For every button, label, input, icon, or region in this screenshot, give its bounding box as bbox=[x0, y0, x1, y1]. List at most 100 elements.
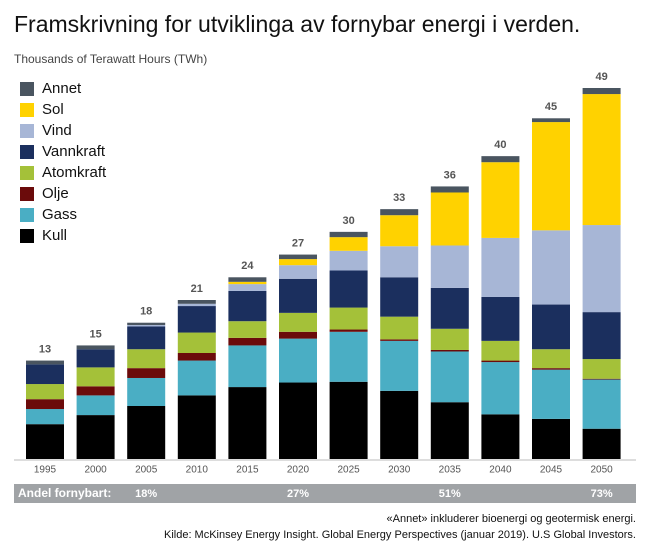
bar-segment bbox=[481, 237, 520, 297]
bar-segment bbox=[532, 122, 570, 231]
bar-segment bbox=[532, 304, 570, 350]
bar-segment bbox=[279, 265, 317, 279]
x-tick-label: 2025 bbox=[337, 465, 360, 476]
bar-segment bbox=[177, 332, 216, 353]
total-label: 45 bbox=[545, 101, 557, 113]
total-label: 40 bbox=[494, 139, 506, 151]
legend-swatch bbox=[20, 103, 34, 117]
bar-segment bbox=[127, 368, 166, 378]
total-label: 36 bbox=[444, 169, 456, 181]
bar-segment bbox=[481, 360, 520, 363]
bar-segment bbox=[582, 312, 621, 360]
x-tick-label: 2010 bbox=[186, 465, 209, 476]
total-label: 33 bbox=[393, 192, 405, 204]
bar-segment bbox=[279, 278, 317, 313]
bar-segment bbox=[380, 339, 419, 341]
bar-segment bbox=[228, 337, 267, 346]
x-tick-label: 2020 bbox=[287, 465, 310, 476]
bar-segment bbox=[26, 399, 64, 410]
legend-swatch bbox=[20, 208, 34, 222]
bar-segment bbox=[380, 316, 419, 340]
bar-segment bbox=[582, 88, 621, 95]
bar-segment bbox=[228, 281, 267, 285]
note: «Annet» inkluderer bioenergi og geotermi… bbox=[387, 513, 637, 525]
total-label: 21 bbox=[191, 283, 203, 295]
bar-segment bbox=[582, 225, 621, 313]
total-label: 24 bbox=[241, 260, 254, 272]
bar-segment bbox=[279, 254, 317, 260]
bar-segment bbox=[76, 386, 115, 396]
bar-segment bbox=[380, 390, 419, 459]
bar-segment bbox=[532, 368, 570, 370]
total-label: 18 bbox=[140, 306, 152, 318]
legend-swatch bbox=[20, 229, 34, 243]
legend-label: Kull bbox=[42, 227, 67, 244]
legend-swatch bbox=[20, 187, 34, 201]
bar-segment bbox=[177, 360, 216, 396]
bar-segment bbox=[26, 424, 64, 459]
bar-segment bbox=[582, 428, 621, 459]
chart-subtitle: Thousands of Terawatt Hours (TWh) bbox=[14, 52, 207, 66]
bar-segment bbox=[76, 415, 115, 459]
share-value: 73% bbox=[591, 488, 613, 500]
share-label: Andel fornybart: bbox=[18, 486, 111, 500]
total-label: 30 bbox=[342, 215, 354, 227]
bar-segment bbox=[329, 237, 368, 251]
bar-segment bbox=[76, 345, 115, 350]
bar-segment bbox=[228, 321, 267, 338]
bar-segment bbox=[329, 307, 368, 330]
bar-segment bbox=[228, 277, 267, 282]
legend-label: Vannkraft bbox=[42, 143, 106, 160]
share-value: 27% bbox=[287, 488, 309, 500]
bar-segment bbox=[329, 231, 368, 238]
legend-swatch bbox=[20, 145, 34, 159]
bar-segment bbox=[329, 331, 368, 382]
bar-segment bbox=[26, 409, 64, 425]
bar-segment bbox=[481, 414, 520, 459]
bar-segment bbox=[380, 215, 419, 247]
legend-label: Atomkraft bbox=[42, 164, 107, 181]
bar-segment bbox=[582, 379, 621, 429]
bar-segment bbox=[329, 270, 368, 308]
bar-segment bbox=[481, 362, 520, 415]
x-tick-label: 2035 bbox=[439, 465, 462, 476]
total-label: 49 bbox=[595, 71, 607, 83]
bar-segment bbox=[532, 230, 570, 305]
bar-segment bbox=[127, 349, 166, 369]
bar-segment bbox=[430, 245, 469, 288]
bar-segment bbox=[177, 303, 216, 307]
bar-segment bbox=[380, 246, 419, 278]
bar-segment bbox=[481, 296, 520, 341]
bar-segment bbox=[430, 328, 469, 350]
share-band bbox=[14, 484, 636, 503]
bar-segment bbox=[177, 306, 216, 333]
chart-title: Framskrivning for utviklinga av fornybar… bbox=[14, 11, 580, 37]
note: Kilde: McKinsey Energy Insight. Global E… bbox=[164, 529, 636, 541]
total-label: 15 bbox=[89, 328, 101, 340]
bar-segment bbox=[177, 300, 216, 304]
bar-segment bbox=[329, 381, 368, 459]
bar-segment bbox=[279, 338, 317, 383]
bar-segment bbox=[329, 250, 368, 271]
bar-segment bbox=[76, 349, 115, 368]
bar-segment bbox=[76, 367, 115, 387]
x-tick-label: 1995 bbox=[34, 465, 57, 476]
bar-segment bbox=[127, 324, 166, 327]
bar-segment bbox=[430, 402, 469, 459]
bar-segment bbox=[532, 349, 570, 369]
bar-segment bbox=[380, 277, 419, 317]
bar-segment bbox=[481, 162, 520, 238]
bar-segment bbox=[532, 369, 570, 419]
bar-segment bbox=[532, 418, 570, 459]
share-value: 51% bbox=[439, 488, 461, 500]
bar-segment bbox=[481, 340, 520, 361]
x-tick-label: 2045 bbox=[540, 465, 563, 476]
bar-segment bbox=[26, 384, 64, 400]
bar-segment bbox=[127, 406, 166, 459]
bar-segment bbox=[177, 353, 216, 361]
bar-segment bbox=[430, 351, 469, 403]
bar-segment bbox=[177, 395, 216, 459]
bar-segment bbox=[279, 382, 317, 459]
bar-segment bbox=[127, 322, 166, 325]
